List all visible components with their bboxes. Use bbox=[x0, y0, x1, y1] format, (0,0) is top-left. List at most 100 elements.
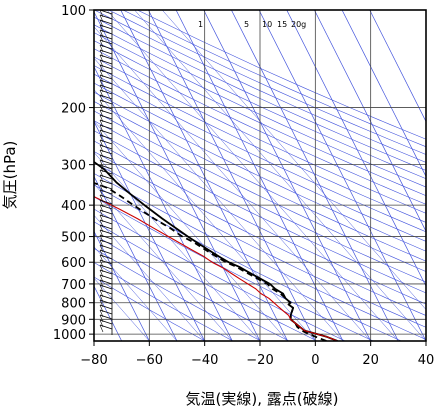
wind-barb-flag bbox=[99, 204, 113, 210]
moist-adiabat-line bbox=[94, 89, 316, 341]
wind-barb-flag bbox=[99, 104, 113, 110]
isotherm-line bbox=[258, 10, 426, 341]
y-tick-label: 300 bbox=[61, 159, 86, 174]
x-axis-title: 気温(実線), 露点(破線) bbox=[186, 390, 339, 408]
moist-adiabat-line bbox=[106, 10, 399, 341]
mixing-ratio-label: 20g bbox=[291, 20, 306, 29]
mixing-ratio-labels: 1 5 10 15 20g bbox=[198, 20, 306, 29]
wind-barb-flag bbox=[99, 49, 113, 55]
dry-adiabat-line bbox=[94, 262, 234, 341]
wind-barb-flag bbox=[99, 269, 113, 275]
isotherm-line bbox=[120, 10, 288, 341]
dry-adiabat-line bbox=[137, 10, 426, 140]
isotherm-line bbox=[94, 230, 150, 341]
wind-barb-flag bbox=[99, 79, 113, 85]
wind-barb-flag bbox=[99, 289, 113, 295]
wind-barb-flag bbox=[99, 69, 113, 75]
wind-barb-flag bbox=[99, 109, 113, 115]
moist-adiabat-line bbox=[94, 152, 261, 341]
wind-barb-tick bbox=[99, 324, 104, 333]
wind-barb-flag bbox=[99, 119, 113, 125]
dry-adiabat-line bbox=[94, 221, 318, 341]
y-tick-label: 900 bbox=[61, 313, 86, 328]
wind-barb-flag bbox=[99, 134, 113, 140]
dry-adiabat-line bbox=[94, 48, 426, 205]
wind-barb-flag bbox=[99, 189, 113, 195]
moist-adiabat-line bbox=[134, 10, 426, 341]
wind-barb-flag bbox=[99, 214, 113, 220]
wind-barb-flag bbox=[99, 264, 113, 270]
x-tick-label: 20 bbox=[362, 353, 379, 368]
x-tick-label: −60 bbox=[136, 353, 163, 368]
wind-barb-flag bbox=[99, 304, 113, 310]
moist-adiabat-line bbox=[94, 120, 288, 341]
dry-adiabat-line bbox=[94, 234, 290, 341]
dry-adiabat-line bbox=[94, 16, 426, 171]
dry-adiabat-line bbox=[94, 248, 262, 341]
wind-barb-flag bbox=[99, 99, 113, 105]
isotherm-line bbox=[369, 10, 426, 123]
wind-barb-flag bbox=[99, 244, 113, 250]
wind-barb-flag bbox=[99, 184, 113, 190]
wind-barb-flag bbox=[99, 124, 113, 130]
grid-lines bbox=[94, 10, 426, 341]
wind-barb-flag bbox=[99, 314, 113, 320]
y-tick-label: 800 bbox=[61, 297, 86, 312]
wind-barb-flag bbox=[99, 294, 113, 300]
x-tick-label: −80 bbox=[80, 353, 107, 368]
wind-barb-flag bbox=[99, 84, 113, 90]
wind-barb-flag bbox=[99, 144, 113, 150]
dry-adiabat-line bbox=[94, 162, 426, 328]
x-tick-label: −40 bbox=[191, 353, 218, 368]
dry-adiabat-line bbox=[94, 130, 426, 294]
dry-adiabat-line bbox=[94, 10, 426, 163]
wind-barb-flag bbox=[99, 279, 113, 285]
wind-barb-flag bbox=[99, 309, 113, 315]
dry-adiabat-line bbox=[94, 101, 426, 262]
dry-adiabat-line bbox=[94, 110, 426, 272]
moist-adiabat-line bbox=[94, 214, 205, 341]
wind-barb-flag bbox=[99, 319, 113, 325]
dry-adiabat-line bbox=[94, 73, 426, 233]
y-tick-label: 500 bbox=[61, 231, 86, 246]
wind-barb-flag bbox=[99, 179, 113, 185]
y-tick-label: 700 bbox=[61, 278, 86, 293]
y-tick-label: 100 bbox=[61, 4, 86, 19]
dry-adiabat-line bbox=[94, 56, 426, 214]
wind-barb-flag bbox=[99, 114, 113, 120]
isotherm-line bbox=[94, 65, 233, 341]
wind-barb-flag bbox=[99, 59, 113, 65]
wind-barb-flag bbox=[99, 299, 113, 305]
y-tick-label: 600 bbox=[61, 256, 86, 271]
x-tick-label: 0 bbox=[311, 353, 319, 368]
dry-adiabat-line bbox=[94, 24, 426, 179]
moist-adiabat-line bbox=[162, 10, 426, 310]
wind-barb-flag bbox=[99, 34, 113, 40]
moist-adiabat-line bbox=[94, 57, 344, 341]
dry-adiabat-line bbox=[94, 82, 426, 242]
wind-barb-flag bbox=[99, 149, 113, 155]
wind-barb-flag bbox=[99, 94, 113, 100]
dry-adiabat-line bbox=[94, 196, 374, 341]
wind-barb-flag bbox=[99, 129, 113, 135]
wind-barb-flag bbox=[99, 164, 113, 170]
wind-barb-flag bbox=[99, 44, 113, 50]
isotherm-line bbox=[231, 10, 399, 341]
wind-barb-flag bbox=[99, 239, 113, 245]
dry-adiabat-line bbox=[122, 10, 426, 148]
wind-barbs bbox=[99, 10, 113, 335]
y-axis-title: 気圧(hPa) bbox=[1, 141, 19, 210]
moist-adiabat-line bbox=[94, 277, 150, 341]
wind-barb-flag bbox=[99, 29, 113, 35]
dry-adiabat-line bbox=[94, 40, 426, 197]
dry-adiabat-line bbox=[94, 32, 426, 188]
wind-barb-flag bbox=[99, 14, 113, 20]
y-tick-label: 400 bbox=[61, 199, 86, 214]
wind-barb-flag bbox=[99, 224, 113, 230]
wind-barb-flag bbox=[99, 229, 113, 235]
wind-barb-flag bbox=[99, 24, 113, 30]
dry-adiabat-line bbox=[94, 208, 346, 341]
wind-barb-flag bbox=[99, 234, 113, 240]
